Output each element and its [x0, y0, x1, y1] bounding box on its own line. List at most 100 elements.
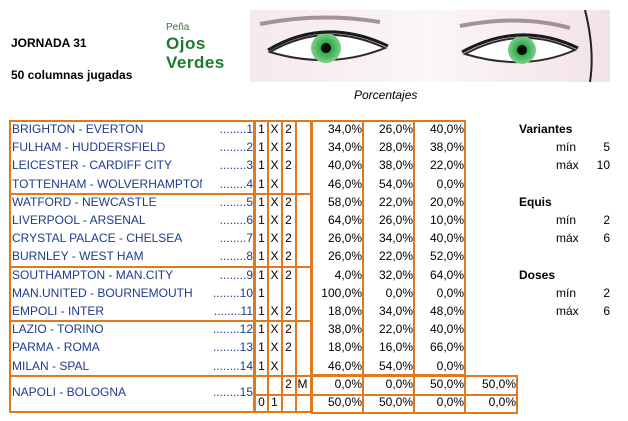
variantes-title: Variantes: [519, 122, 573, 136]
grid-divider: [362, 120, 364, 414]
percentage-cell: 46,0%: [327, 358, 362, 373]
percentage-cell: 64,0%: [327, 213, 362, 227]
percentage-cell: 54,0%: [378, 176, 413, 191]
pleno-percentage: 50,0%: [481, 376, 516, 391]
porcentajes-label: Porcentajes: [354, 88, 418, 102]
percentage-cell: 20,0%: [429, 194, 464, 209]
pleno-percentage: 0,0%: [385, 376, 413, 391]
pleno-percentage: 50,0%: [429, 376, 464, 391]
match-teams: TOTTENHAM - WOLVERHAMPTON: [12, 176, 202, 191]
doses-min-label: mín: [556, 286, 577, 300]
sign-cell: X: [270, 158, 279, 173]
match-teams: PARMA - ROMA: [12, 340, 100, 355]
percentage-cell: 40,0%: [429, 122, 464, 136]
sign-cell: 1: [258, 322, 265, 337]
pleno-percentage: 50,0%: [378, 395, 413, 409]
sign-cell: 1: [258, 194, 265, 209]
sign-cell: X: [270, 340, 279, 355]
pleno-goal-cell: 1: [271, 395, 278, 409]
percentage-cell: 26,0%: [327, 249, 362, 264]
logo-text-verdes: Verdes: [166, 53, 225, 72]
match-number: ........12: [212, 322, 253, 337]
percentage-cell: 32,0%: [378, 267, 413, 282]
percentage-cell: 34,0%: [378, 304, 413, 318]
doses-min-value: 2: [603, 286, 610, 300]
pleno-number: ........15: [212, 384, 253, 399]
percentage-cell: 28,0%: [378, 140, 413, 155]
grid-divider: [267, 120, 269, 414]
percentage-cell: 100,0%: [321, 285, 362, 300]
columns-played: 50 columnas jugadas: [11, 68, 133, 82]
doses-title: Doses: [519, 268, 556, 282]
match-teams: EMPOLI - INTER: [12, 304, 105, 318]
match-teams: SOUTHAMPTON - MAN.CITY: [12, 267, 174, 282]
percentage-cell: 0,0%: [436, 176, 464, 191]
variantes-max-label: máx: [556, 158, 579, 172]
match-teams: CRYSTAL PALACE - CHELSEA: [12, 231, 183, 246]
match-teams: MILAN - SPAL: [12, 358, 90, 373]
percentage-cell: 54,0%: [378, 358, 413, 373]
logo-text-pena: Peña: [166, 22, 190, 33]
percentage-cell: 18,0%: [327, 340, 362, 355]
match-number: ........3: [219, 158, 253, 173]
grid-divider: [413, 120, 415, 414]
sign-cell: X: [270, 140, 279, 155]
percentage-cell: 38,0%: [327, 322, 362, 337]
sign-cell: X: [270, 213, 279, 227]
green-eyes-image: [250, 10, 610, 82]
pleno-percentage: 0,0%: [436, 395, 464, 409]
sign-cell: 2: [285, 231, 292, 246]
percentage-cell: 0,0%: [436, 285, 464, 300]
grid-divider: [254, 320, 312, 323]
sign-cell: 1: [258, 340, 265, 355]
doses-max-value: 6: [603, 304, 610, 318]
sign-cell: X: [270, 194, 279, 209]
pleno-percentage: 0,0%: [334, 376, 362, 391]
match-number: ........10: [212, 285, 253, 300]
percentage-cell: 40,0%: [429, 231, 464, 246]
pleno-goal-cell: M: [297, 376, 308, 391]
sign-cell: 2: [285, 322, 292, 337]
sign-cell: 2: [285, 267, 292, 282]
match-teams: BRIGHTON - EVERTON: [12, 122, 144, 136]
match-number: ........14: [212, 358, 253, 373]
sign-cell: 1: [258, 358, 265, 373]
match-number: ........6: [219, 213, 253, 227]
match-teams: LEICESTER - CARDIFF CITY: [12, 158, 173, 173]
jornada-title: JORNADA 31: [11, 36, 87, 50]
percentage-cell: 64,0%: [429, 267, 464, 282]
percentage-cell: 0,0%: [385, 285, 413, 300]
sign-cell: X: [270, 322, 279, 337]
variantes-min-value: 5: [603, 140, 610, 154]
percentage-cell: 26,0%: [327, 231, 362, 246]
sign-cell: 1: [258, 122, 265, 136]
sign-cell: 2: [285, 122, 292, 136]
match-number: ........4: [219, 176, 253, 191]
equis-min-value: 2: [603, 213, 610, 227]
sign-cell: X: [270, 122, 279, 136]
grid-divider: [9, 192, 255, 195]
match-number: ........1: [219, 122, 253, 136]
sign-cell: 1: [258, 249, 265, 264]
percentage-cell: 46,0%: [327, 176, 362, 191]
grid-divider: [464, 374, 466, 415]
percentage-cell: 52,0%: [429, 249, 464, 264]
grid-divider: [9, 374, 255, 377]
percentage-cell: 34,0%: [327, 140, 362, 155]
match-number: ........2: [219, 140, 253, 155]
percentage-cell: 22,0%: [378, 322, 413, 337]
percentage-cell: 22,0%: [378, 194, 413, 209]
match-number: ........9: [219, 267, 253, 282]
sign-cell: 1: [258, 267, 265, 282]
logo-text-ojos: Ojos: [166, 34, 206, 53]
match-number: ........8: [219, 249, 253, 264]
match-teams: LIVERPOOL - ARSENAL: [12, 213, 146, 227]
match-teams: LAZIO - TORINO: [12, 322, 104, 337]
percentage-cell: 66,0%: [429, 340, 464, 355]
sign-cell: 1: [258, 285, 265, 300]
pleno-percentage: 0,0%: [488, 395, 516, 409]
pleno-teams: NAPOLI - BOLOGNA: [12, 384, 127, 399]
percentage-cell: 34,0%: [378, 231, 413, 246]
grid-divider: [254, 192, 312, 195]
sign-cell: 2: [285, 158, 292, 173]
